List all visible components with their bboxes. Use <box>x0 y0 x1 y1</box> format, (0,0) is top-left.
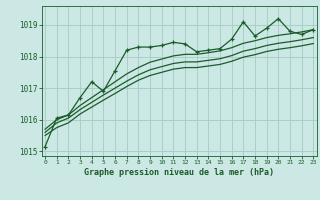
X-axis label: Graphe pression niveau de la mer (hPa): Graphe pression niveau de la mer (hPa) <box>84 168 274 177</box>
